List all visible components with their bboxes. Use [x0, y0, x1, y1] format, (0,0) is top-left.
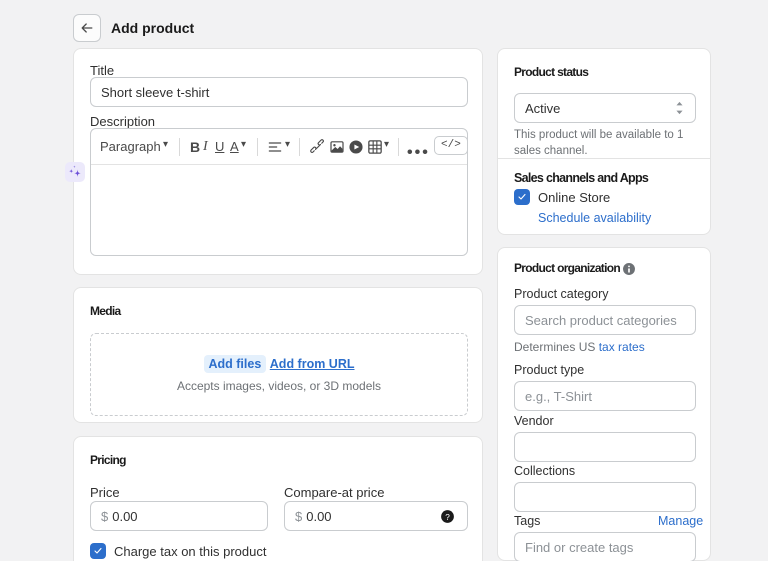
svg-text:?: ?: [445, 512, 450, 521]
